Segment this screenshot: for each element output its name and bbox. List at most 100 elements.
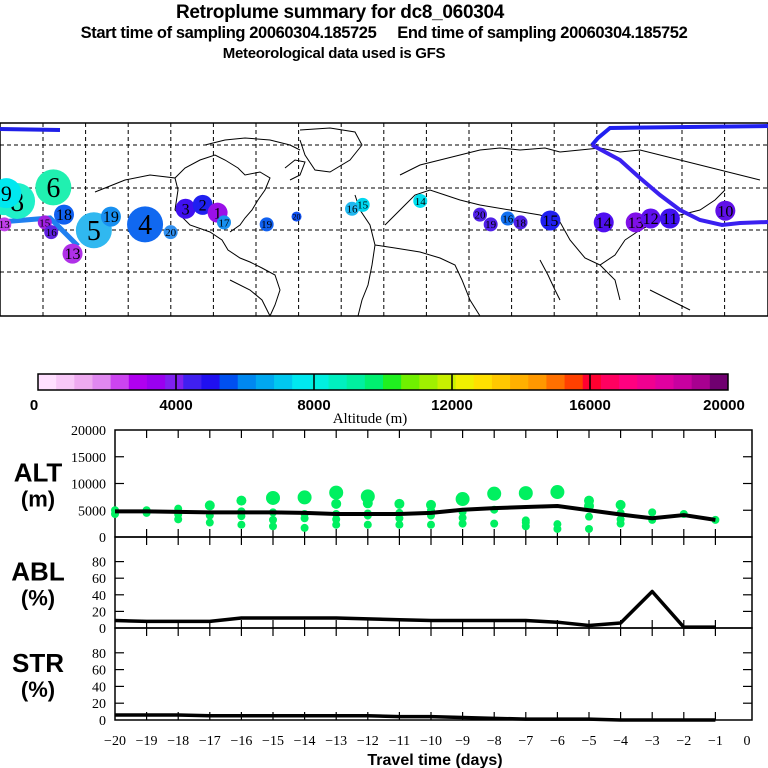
plume-day-label: 13 (65, 246, 81, 263)
track-segment (591, 143, 768, 228)
x-tick-label: −6 (550, 734, 565, 749)
colorbar-swatch (56, 374, 75, 390)
y-tick-label: 15000 (71, 451, 106, 466)
altitude-point (585, 524, 593, 533)
plume-marker: 20 (473, 207, 487, 222)
coastline (399, 147, 561, 176)
colorbar-tick-label: 16000 (569, 397, 611, 414)
x-tick-label: −13 (325, 734, 347, 749)
plume-day-label: 4 (138, 210, 152, 241)
plume-marker: 20 (163, 225, 178, 240)
colorbar-swatch (92, 374, 112, 390)
x-tick-label: −7 (518, 734, 533, 749)
altitude-point (237, 520, 246, 529)
plume-marker: 14 (413, 193, 428, 208)
plume-marker: 4 (127, 206, 164, 243)
plume-day-label: 19 (485, 219, 497, 231)
colorbar-swatch (437, 374, 457, 390)
plume-marker: 20 (291, 211, 302, 222)
y-tick-label: 5000 (78, 504, 106, 519)
plume-day-label: 15 (357, 200, 369, 212)
plume-circle (175, 198, 196, 219)
colorbar-swatch (274, 374, 293, 390)
plume-marker: 16 (500, 211, 515, 226)
colorbar-swatch (510, 374, 529, 390)
coastline (204, 137, 301, 151)
altitude-point (455, 492, 470, 507)
altitude-point (360, 489, 375, 504)
plume-day-label: 13 (0, 219, 10, 231)
y-tick-label: 60 (92, 572, 106, 587)
colorbar-swatch (364, 374, 384, 390)
coastline (599, 264, 621, 301)
plume-marker: 19 (259, 217, 274, 232)
altitude-point (487, 486, 502, 501)
x-tick-label: −9 (455, 734, 470, 749)
x-tick-label: −12 (357, 734, 379, 749)
colorbar-label: Altitude (m) (333, 411, 408, 427)
coastline (384, 189, 481, 226)
plume-marker: 9 (0, 178, 22, 209)
plume-circle (659, 208, 680, 229)
plume-circle (163, 225, 178, 240)
plume-day-label: 13 (628, 215, 644, 232)
coastline (559, 147, 761, 181)
colorbar-swatch (346, 374, 366, 390)
plume-circle (100, 206, 121, 227)
colorbar-swatch (237, 374, 257, 390)
coastline (94, 174, 281, 317)
plume-circle (540, 210, 561, 231)
colorbar-swatch (292, 374, 311, 390)
plume-day-label: 15 (39, 217, 51, 229)
plume-circle (413, 193, 428, 208)
colorbar-tick-label: 20000 (703, 397, 745, 414)
plume-marker: 6 (35, 169, 72, 206)
altitude-colorbar: 0 4000 8000 12000 16000 20000 Altitude (m) (30, 373, 745, 427)
plume-day-label: 20 (293, 212, 301, 221)
series-line-abl (114, 589, 716, 629)
plume-marker: 2 (192, 194, 213, 215)
plume-marker: 18 (513, 215, 528, 230)
plume-marker: 19 (483, 217, 498, 232)
altitude-point (297, 490, 312, 505)
plume-marker: 15 (540, 210, 561, 231)
plume-circle (44, 225, 59, 240)
colorbar-swatch (473, 374, 493, 390)
plume-day-label: 16 (46, 227, 58, 239)
plume-marker: 5 (75, 212, 112, 249)
x-axis-label: Travel time (days) (367, 752, 502, 768)
plume-circle (513, 215, 528, 230)
coastline (174, 154, 271, 233)
y-tick-label: 20 (92, 697, 106, 712)
plume-circle (345, 201, 359, 216)
track-segment (590, 124, 768, 147)
altitude-point (394, 498, 405, 509)
colorbar-tick-label: 0 (30, 397, 38, 414)
plume-day-label: 2 (199, 197, 207, 214)
panel-unit: (%) (21, 586, 55, 611)
panel-label: ABL (11, 557, 65, 587)
x-tick-label: −3 (645, 734, 660, 749)
x-tick-label: −8 (487, 734, 502, 749)
plume-day-label: 18 (515, 217, 527, 229)
plume-circle (355, 197, 370, 212)
panel-unit: (%) (21, 677, 55, 702)
colorbar-swatch (183, 374, 202, 390)
plume-marker: 17 (217, 215, 231, 230)
plume-day-label: 14 (415, 196, 427, 208)
altitude-point (266, 490, 280, 505)
altitude-point (329, 485, 344, 500)
plume-marker: 11 (659, 208, 680, 229)
colorbar-swatch (691, 374, 711, 390)
plume-marker: 13 (62, 243, 83, 264)
plume-circle (500, 211, 515, 226)
map-panel: 7865418191516133212017192015161420191618… (0, 122, 768, 317)
x-tick-label: −4 (613, 734, 628, 749)
plume-day-label: 9 (1, 181, 12, 206)
coastline (374, 244, 481, 317)
colorbar-swatch (546, 374, 566, 390)
plume-day-label: 1 (214, 205, 222, 222)
plume-day-label: 3 (182, 201, 190, 218)
